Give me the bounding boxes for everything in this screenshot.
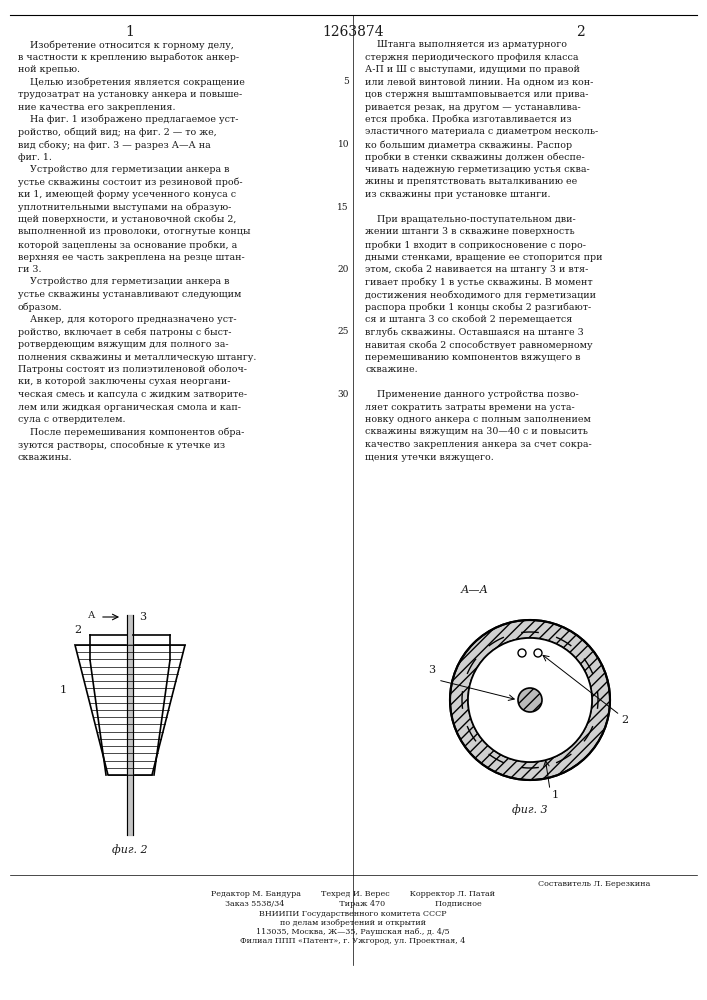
Text: Применение данного устройства позво-: Применение данного устройства позво- — [365, 390, 579, 399]
Text: выполненной из проволоки, отогнутые концы: выполненной из проволоки, отогнутые конц… — [18, 228, 250, 236]
Text: 2: 2 — [621, 715, 629, 725]
Text: фиг. 2: фиг. 2 — [112, 845, 148, 855]
Circle shape — [450, 620, 610, 780]
Text: уплотнительными выступами на образую-: уплотнительными выступами на образую- — [18, 202, 231, 212]
Text: фиг. 1.: фиг. 1. — [18, 152, 52, 161]
Text: по делам изобретений и открытий: по делам изобретений и открытий — [280, 919, 426, 927]
Text: скважины.: скважины. — [18, 452, 73, 462]
Text: устье скважины состоит из резиновой проб-: устье скважины состоит из резиновой проб… — [18, 178, 243, 187]
Text: ческая смесь и капсула с жидким затворите-: ческая смесь и капсула с жидким затворит… — [18, 390, 247, 399]
Text: 1: 1 — [551, 790, 559, 800]
Text: Штанга выполняется из арматурного: Штанга выполняется из арматурного — [365, 40, 567, 49]
Text: Устройство для герметизации анкера в: Устройство для герметизации анкера в — [18, 165, 230, 174]
Text: щей поверхности, и установочной скобы 2,: щей поверхности, и установочной скобы 2, — [18, 215, 236, 225]
Text: из скважины при установке штанги.: из скважины при установке штанги. — [365, 190, 551, 199]
Circle shape — [534, 649, 542, 657]
Text: 2: 2 — [575, 25, 585, 39]
Text: Составитель Л. Березкина: Составитель Л. Березкина — [537, 880, 650, 888]
Text: или левой винтовой линии. На одном из кон-: или левой винтовой линии. На одном из ко… — [365, 78, 593, 87]
Text: скважины вяжущим на 30—40 с и повысить: скважины вяжущим на 30—40 с и повысить — [365, 428, 588, 436]
Text: скважине.: скважине. — [365, 365, 418, 374]
Circle shape — [518, 649, 526, 657]
Text: щения утечки вяжущего.: щения утечки вяжущего. — [365, 452, 493, 462]
Text: Заказ 5538/34                      Тираж 470                    Подписное: Заказ 5538/34 Тираж 470 Подписное — [225, 900, 481, 908]
Text: достижения необходимого для герметизации: достижения необходимого для герметизации — [365, 290, 596, 300]
Text: ки 1, имеющей форму усеченного конуса с: ки 1, имеющей форму усеченного конуса с — [18, 190, 236, 199]
Text: Изобретение относится к горному делу,: Изобретение относится к горному делу, — [18, 40, 234, 49]
Text: 10: 10 — [337, 140, 349, 149]
Text: 3: 3 — [428, 665, 436, 675]
Text: 25: 25 — [337, 328, 349, 336]
Text: 15: 15 — [337, 202, 349, 212]
Text: сула с отвердителем.: сула с отвердителем. — [18, 415, 126, 424]
Text: устье скважины устанавливают следующим: устье скважины устанавливают следующим — [18, 290, 241, 299]
Text: гивает пробку 1 в устье скважины. В момент: гивает пробку 1 в устье скважины. В моме… — [365, 277, 592, 287]
Text: 113035, Москва, Ж—35, Раушская наб., д. 4/5: 113035, Москва, Ж—35, Раушская наб., д. … — [256, 928, 450, 936]
Text: ной крепью.: ной крепью. — [18, 65, 80, 74]
Text: жении штанги 3 в скважине поверхность: жении штанги 3 в скважине поверхность — [365, 228, 575, 236]
Text: ройство, включает в себя патроны с быст-: ройство, включает в себя патроны с быст- — [18, 328, 231, 337]
Text: 3: 3 — [139, 612, 146, 622]
Text: После перемешивания компонентов обра-: После перемешивания компонентов обра- — [18, 428, 245, 437]
Text: жины и препятствовать выталкиванию ее: жины и препятствовать выталкиванию ее — [365, 178, 577, 186]
Text: этом, скоба 2 навивается на штангу 3 и втя-: этом, скоба 2 навивается на штангу 3 и в… — [365, 265, 588, 274]
Text: ляет сократить затраты времени на уста-: ляет сократить затраты времени на уста- — [365, 402, 575, 412]
Text: лем или жидкая органическая смола и кап-: лем или жидкая органическая смола и кап- — [18, 402, 241, 412]
Polygon shape — [75, 645, 185, 775]
Text: зуются растворы, способные к утечке из: зуются растворы, способные к утечке из — [18, 440, 225, 450]
Text: которой зацеплены за основание пробки, а: которой зацеплены за основание пробки, а — [18, 240, 238, 249]
Text: 20: 20 — [338, 265, 349, 274]
Text: 1263874: 1263874 — [322, 25, 384, 39]
Text: Целью изобретения является сокращение: Целью изобретения является сокращение — [18, 78, 245, 87]
Text: А—А: А—А — [461, 585, 489, 595]
Text: 1: 1 — [126, 25, 134, 39]
Text: ги 3.: ги 3. — [18, 265, 42, 274]
Text: дными стенками, вращение ее стопорится при: дными стенками, вращение ее стопорится п… — [365, 252, 602, 261]
Text: При вращательно-поступательном дви-: При вращательно-поступательном дви- — [365, 215, 575, 224]
Text: верхняя ее часть закреплена на резце штан-: верхняя ее часть закреплена на резце шта… — [18, 252, 245, 261]
Text: навитая скоба 2 способствует равномерному: навитая скоба 2 способствует равномерном… — [365, 340, 592, 350]
Text: ривается резак, на другом — устанавлива-: ривается резак, на другом — устанавлива- — [365, 103, 580, 111]
Text: пробки 1 входит в соприкосновение с поро-: пробки 1 входит в соприкосновение с поро… — [365, 240, 586, 249]
Text: эластичного материала с диаметром несколь-: эластичного материала с диаметром нескол… — [365, 127, 598, 136]
Text: распора пробки 1 концы скобы 2 разгибают-: распора пробки 1 концы скобы 2 разгибают… — [365, 302, 591, 312]
Text: 30: 30 — [338, 390, 349, 399]
Text: ние качества его закрепления.: ние качества его закрепления. — [18, 103, 175, 111]
Circle shape — [518, 688, 542, 712]
Text: вид сбоку; на фиг. 3 — разрез А—А на: вид сбоку; на фиг. 3 — разрез А—А на — [18, 140, 211, 149]
Text: А: А — [88, 610, 95, 619]
Text: Филиал ППП «Патент», г. Ужгород, ул. Проектная, 4: Филиал ППП «Патент», г. Ужгород, ул. Про… — [240, 937, 466, 945]
Text: На фиг. 1 изображено предлагаемое уст-: На фиг. 1 изображено предлагаемое уст- — [18, 115, 238, 124]
Text: Анкер, для которого предназначено уст-: Анкер, для которого предназначено уст- — [18, 315, 237, 324]
Text: цов стержня выштамповывается или прива-: цов стержня выштамповывается или прива- — [365, 90, 588, 99]
Text: образом.: образом. — [18, 302, 63, 312]
Text: пробки в стенки скважины должен обеспе-: пробки в стенки скважины должен обеспе- — [365, 152, 585, 162]
Text: стержня периодического профиля класса: стержня периодического профиля класса — [365, 52, 578, 62]
Circle shape — [468, 638, 592, 762]
Text: 1: 1 — [59, 685, 66, 695]
Text: ся и штанга 3 со скобой 2 перемещается: ся и штанга 3 со скобой 2 перемещается — [365, 315, 573, 324]
Text: качество закрепления анкера за счет сокра-: качество закрепления анкера за счет сокр… — [365, 440, 592, 449]
Text: 2: 2 — [74, 625, 81, 635]
Text: ройство, общий вид; на фиг. 2 — то же,: ройство, общий вид; на фиг. 2 — то же, — [18, 127, 217, 137]
Text: ется пробка. Пробка изготавливается из: ется пробка. Пробка изготавливается из — [365, 115, 572, 124]
Text: в частности к креплению выработок анкер-: в частности к креплению выработок анкер- — [18, 52, 239, 62]
Text: ВНИИПИ Государственного комитета СССР: ВНИИПИ Государственного комитета СССР — [259, 910, 447, 918]
Text: Патроны состоят из полиэтиленовой оболоч-: Патроны состоят из полиэтиленовой оболоч… — [18, 365, 247, 374]
Text: вглубь скважины. Оставшаяся на штанге 3: вглубь скважины. Оставшаяся на штанге 3 — [365, 328, 584, 337]
Text: ки, в которой заключены сухая неоргани-: ки, в которой заключены сухая неоргани- — [18, 377, 230, 386]
Text: ротвердеющим вяжущим для полного за-: ротвердеющим вяжущим для полного за- — [18, 340, 228, 349]
Text: полнения скважины и металлическую штангу.: полнения скважины и металлическую штангу… — [18, 353, 257, 361]
Circle shape — [468, 638, 592, 762]
Text: новку одного анкера с полным заполнением: новку одного анкера с полным заполнением — [365, 415, 591, 424]
Text: 5: 5 — [343, 78, 349, 87]
Text: фиг. 3: фиг. 3 — [512, 805, 548, 815]
Text: перемешиванию компонентов вяжущего в: перемешиванию компонентов вяжущего в — [365, 353, 580, 361]
Text: Устройство для герметизации анкера в: Устройство для герметизации анкера в — [18, 277, 230, 286]
Text: Редактор М. Бандура        Техред И. Верес        Корректор Л. Патай: Редактор М. Бандура Техред И. Верес Корр… — [211, 890, 495, 898]
Text: чивать надежную герметизацию устья сква-: чивать надежную герметизацию устья сква- — [365, 165, 590, 174]
Text: трудозатрат на установку анкера и повыше-: трудозатрат на установку анкера и повыше… — [18, 90, 243, 99]
Text: А-П и Ш с выступами, идущими по правой: А-П и Ш с выступами, идущими по правой — [365, 65, 580, 74]
Text: ко большим диаметра скважины. Распор: ко большим диаметра скважины. Распор — [365, 140, 572, 149]
